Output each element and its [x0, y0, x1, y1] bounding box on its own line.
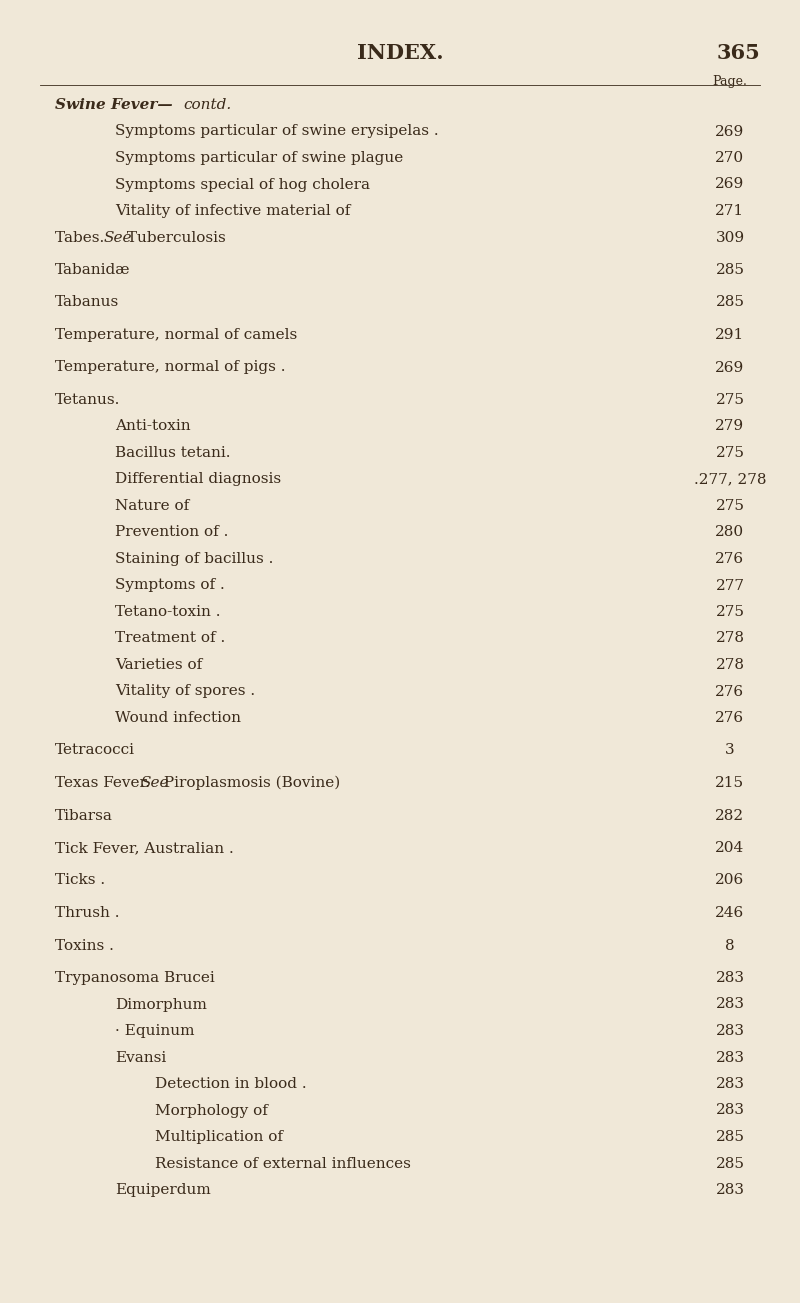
- Text: Tabes.: Tabes.: [55, 231, 114, 245]
- Text: 285: 285: [715, 296, 745, 310]
- Text: Prevention of .: Prevention of .: [115, 525, 228, 539]
- Text: Staining of bacillus .: Staining of bacillus .: [115, 552, 274, 566]
- Text: Symptoms special of hog cholera: Symptoms special of hog cholera: [115, 177, 370, 192]
- Text: 283: 283: [715, 971, 745, 985]
- Text: Symptoms particular of swine plague: Symptoms particular of swine plague: [115, 151, 403, 165]
- Text: Vitality of spores .: Vitality of spores .: [115, 684, 255, 698]
- Text: Resistance of external influences: Resistance of external influences: [155, 1157, 411, 1170]
- Text: 283: 283: [715, 1183, 745, 1197]
- Text: Vitality of infective material of: Vitality of infective material of: [115, 205, 350, 218]
- Text: 285: 285: [715, 1130, 745, 1144]
- Text: 285: 285: [715, 1157, 745, 1170]
- Text: See: See: [104, 231, 132, 245]
- Text: 246: 246: [715, 906, 745, 920]
- Text: Tabanus: Tabanus: [55, 296, 119, 310]
- Text: Varieties of: Varieties of: [115, 658, 202, 672]
- Text: Equiperdum: Equiperdum: [115, 1183, 210, 1197]
- Text: Piroplasmosis (Bovine): Piroplasmosis (Bovine): [158, 777, 340, 791]
- Text: Texas Fever.: Texas Fever.: [55, 777, 160, 790]
- Text: Tuberculosis: Tuberculosis: [122, 231, 226, 245]
- Text: Symptoms particular of swine erysipelas .: Symptoms particular of swine erysipelas …: [115, 125, 438, 138]
- Text: 365: 365: [716, 43, 760, 63]
- Text: 283: 283: [715, 1024, 745, 1038]
- Text: 8: 8: [725, 938, 735, 952]
- Text: 275: 275: [715, 499, 745, 513]
- Text: 275: 275: [715, 394, 745, 407]
- Text: 276: 276: [715, 552, 745, 566]
- Text: 269: 269: [715, 177, 745, 192]
- Text: Tick Fever, Australian .: Tick Fever, Australian .: [55, 840, 234, 855]
- Text: 206: 206: [715, 873, 745, 887]
- Text: Swine Fever—: Swine Fever—: [55, 98, 173, 112]
- Text: 278: 278: [715, 658, 745, 672]
- Text: 280: 280: [715, 525, 745, 539]
- Text: 215: 215: [715, 777, 745, 790]
- Text: Morphology of: Morphology of: [155, 1104, 268, 1118]
- Text: Temperature, normal of camels: Temperature, normal of camels: [55, 328, 298, 341]
- Text: Evansi: Evansi: [115, 1050, 166, 1065]
- Text: 283: 283: [715, 1104, 745, 1118]
- Text: 3: 3: [725, 744, 735, 757]
- Text: Page.: Page.: [713, 76, 747, 89]
- Text: Thrush .: Thrush .: [55, 906, 119, 920]
- Text: contd.: contd.: [183, 98, 231, 112]
- Text: Tetracocci: Tetracocci: [55, 744, 135, 757]
- Text: 282: 282: [715, 808, 745, 822]
- Text: 276: 276: [715, 684, 745, 698]
- Text: 276: 276: [715, 711, 745, 724]
- Text: 283: 283: [715, 1078, 745, 1091]
- Text: Bacillus tetani.: Bacillus tetani.: [115, 446, 230, 460]
- Text: Tetano-toxin .: Tetano-toxin .: [115, 605, 221, 619]
- Text: 309: 309: [715, 231, 745, 245]
- Text: 283: 283: [715, 1050, 745, 1065]
- Text: 275: 275: [715, 605, 745, 619]
- Text: 279: 279: [715, 420, 745, 434]
- Text: Tibarsa: Tibarsa: [55, 808, 113, 822]
- Text: 269: 269: [715, 361, 745, 374]
- Text: Temperature, normal of pigs .: Temperature, normal of pigs .: [55, 361, 286, 374]
- Text: Differential diagnosis: Differential diagnosis: [115, 473, 281, 486]
- Text: Multiplication of: Multiplication of: [155, 1130, 283, 1144]
- Text: Nature of: Nature of: [115, 499, 190, 513]
- Text: Detection in blood .: Detection in blood .: [155, 1078, 306, 1091]
- Text: 271: 271: [715, 205, 745, 218]
- Text: 278: 278: [715, 632, 745, 645]
- Text: 283: 283: [715, 998, 745, 1011]
- Text: Tetanus.: Tetanus.: [55, 394, 120, 407]
- Text: .277, 278: .277, 278: [694, 473, 766, 486]
- Text: Tabanidæ: Tabanidæ: [55, 263, 130, 278]
- Text: 275: 275: [715, 446, 745, 460]
- Text: Wound infection: Wound infection: [115, 711, 241, 724]
- Text: See: See: [140, 777, 169, 790]
- Text: 291: 291: [715, 328, 745, 341]
- Text: Trypanosoma Brucei: Trypanosoma Brucei: [55, 971, 214, 985]
- Text: 204: 204: [715, 840, 745, 855]
- Text: INDEX.: INDEX.: [357, 43, 443, 63]
- Text: 285: 285: [715, 263, 745, 278]
- Text: Anti-toxin: Anti-toxin: [115, 420, 190, 434]
- Text: 270: 270: [715, 151, 745, 165]
- Text: Toxins .: Toxins .: [55, 938, 114, 952]
- Text: 269: 269: [715, 125, 745, 138]
- Text: · Equinum: · Equinum: [115, 1024, 194, 1038]
- Text: Symptoms of .: Symptoms of .: [115, 579, 225, 593]
- Text: Dimorphum: Dimorphum: [115, 998, 207, 1011]
- Text: Ticks .: Ticks .: [55, 873, 105, 887]
- Text: 277: 277: [715, 579, 745, 593]
- Text: Treatment of .: Treatment of .: [115, 632, 226, 645]
